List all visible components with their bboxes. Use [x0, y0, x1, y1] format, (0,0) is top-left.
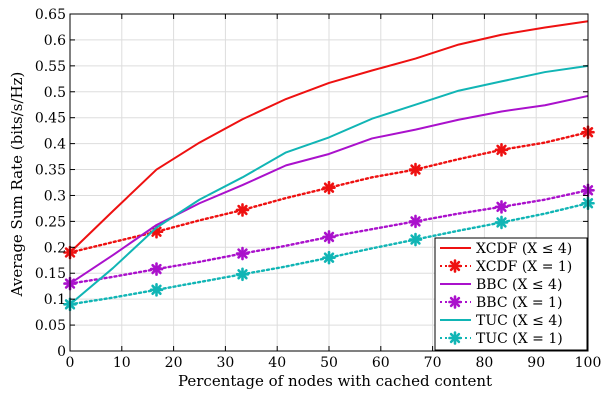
legend-label: BBC (X ≤ 4)	[476, 277, 562, 293]
series-line-0	[69, 20, 589, 254]
data-point	[149, 262, 164, 276]
y-axis-label: Average Sum Rate (bits/s/Hz)	[8, 72, 26, 298]
y-tick-label: 0.5	[44, 85, 66, 101]
y-tick-label: 0.15	[35, 266, 66, 282]
data-point	[322, 230, 336, 244]
y-tick-label: 0.35	[35, 163, 66, 179]
data-point	[235, 203, 250, 217]
y-tick-label: 0.4	[44, 137, 66, 153]
legend-item: TUC (X = 1)	[440, 331, 563, 347]
data-point	[235, 267, 250, 282]
legend: XCDF (X ≤ 4) XCDF (X = 1) BBC (X ≤ 4) BBC (…	[434, 237, 588, 351]
y-tick-label: 0	[57, 344, 66, 360]
x-tick-label: 80	[475, 355, 493, 371]
y-tick-label: 0.05	[35, 318, 66, 334]
data-point	[408, 232, 423, 247]
data-point	[494, 200, 509, 214]
y-tick-label: 0.45	[35, 111, 66, 127]
series-layer	[63, 20, 595, 312]
x-axis-label: Percentage of nodes with cached content	[178, 372, 492, 390]
legend-label: XCDF (X ≤ 4)	[476, 241, 572, 257]
legend-item: XCDF (X = 1)	[440, 259, 572, 275]
series-line-4	[69, 64, 589, 306]
data-point	[322, 180, 336, 195]
data-point	[494, 143, 509, 157]
y-tick-label: 0.2	[44, 240, 66, 256]
legend-label: XCDF (X = 1)	[476, 259, 572, 275]
series-line-2	[69, 94, 589, 285]
data-point	[408, 214, 423, 229]
x-tick-label: 10	[113, 355, 131, 371]
data-point	[448, 295, 462, 309]
data-point	[494, 215, 509, 230]
data-point	[448, 259, 462, 273]
x-tick-label: 60	[372, 355, 390, 371]
data-point	[322, 250, 336, 265]
data-point	[408, 162, 423, 177]
x-tick-label: 90	[527, 355, 545, 371]
y-tick-label: 0.3	[44, 188, 66, 204]
legend-item: BBC (X ≤ 4)	[440, 277, 562, 293]
y-tick-label: 0.65	[35, 7, 66, 23]
y-tick-label: 0.6	[44, 33, 66, 49]
x-tick-label: 0	[66, 355, 75, 371]
data-point	[149, 283, 164, 297]
legend-item: TUC (X ≤ 4)	[440, 313, 563, 329]
legend-label: TUC (X ≤ 4)	[476, 313, 563, 329]
x-tick-label: 30	[216, 355, 234, 371]
data-point	[235, 246, 250, 261]
ticks: 0 10 20 30 40 50 60 70 80 90 100 0 0.05 0.1 0.15 0.2 0.2…	[35, 7, 602, 371]
x-tick-label: 100	[575, 355, 602, 371]
x-tick-label: 70	[424, 355, 442, 371]
legend-label: BBC (X = 1)	[476, 295, 562, 311]
x-tick-label: 20	[165, 355, 183, 371]
x-tick-label: 50	[320, 355, 338, 371]
legend-item: XCDF (X ≤ 4)	[440, 241, 572, 257]
data-point	[448, 331, 462, 345]
legend-box	[434, 237, 588, 351]
x-tick-label: 40	[268, 355, 286, 371]
y-tick-label: 0.25	[35, 214, 66, 230]
y-tick-label: 0.55	[35, 59, 66, 75]
legend-label: TUC (X = 1)	[476, 331, 563, 347]
legend-item: BBC (X = 1)	[440, 295, 562, 311]
y-tick-label: 0.1	[44, 292, 66, 308]
